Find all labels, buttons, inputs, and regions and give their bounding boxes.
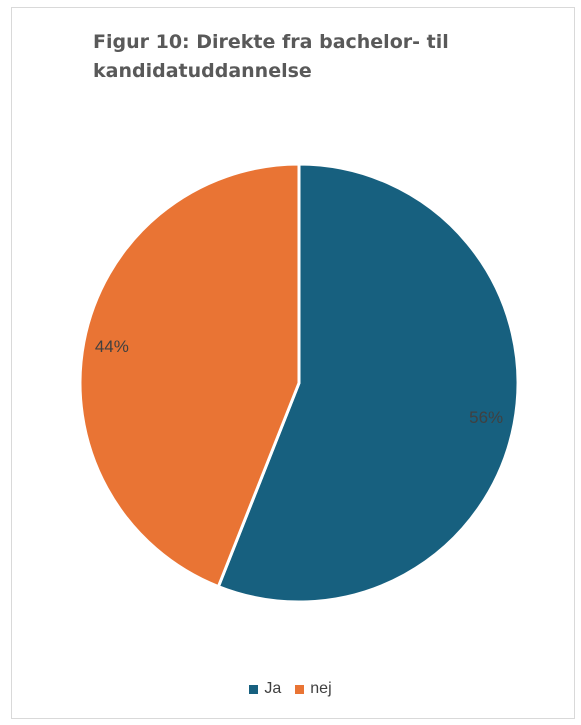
slice-label-nej: 44%	[95, 337, 129, 356]
pie-slice-nej	[78, 162, 301, 589]
chart-legend: Ja nej	[0, 680, 581, 698]
legend-label-ja: Ja	[264, 680, 282, 697]
legend-item-nej: nej	[295, 680, 332, 698]
legend-item-ja: Ja	[249, 680, 281, 698]
pie-slice-ja	[216, 162, 520, 604]
chart-title: Figur 10: Direkte fra bachelor- til kand…	[93, 31, 449, 82]
slice-label-ja: 56%	[469, 408, 503, 427]
legend-label-nej: nej	[310, 680, 332, 697]
legend-swatch-ja	[249, 684, 259, 694]
legend-swatch-nej	[295, 684, 305, 694]
